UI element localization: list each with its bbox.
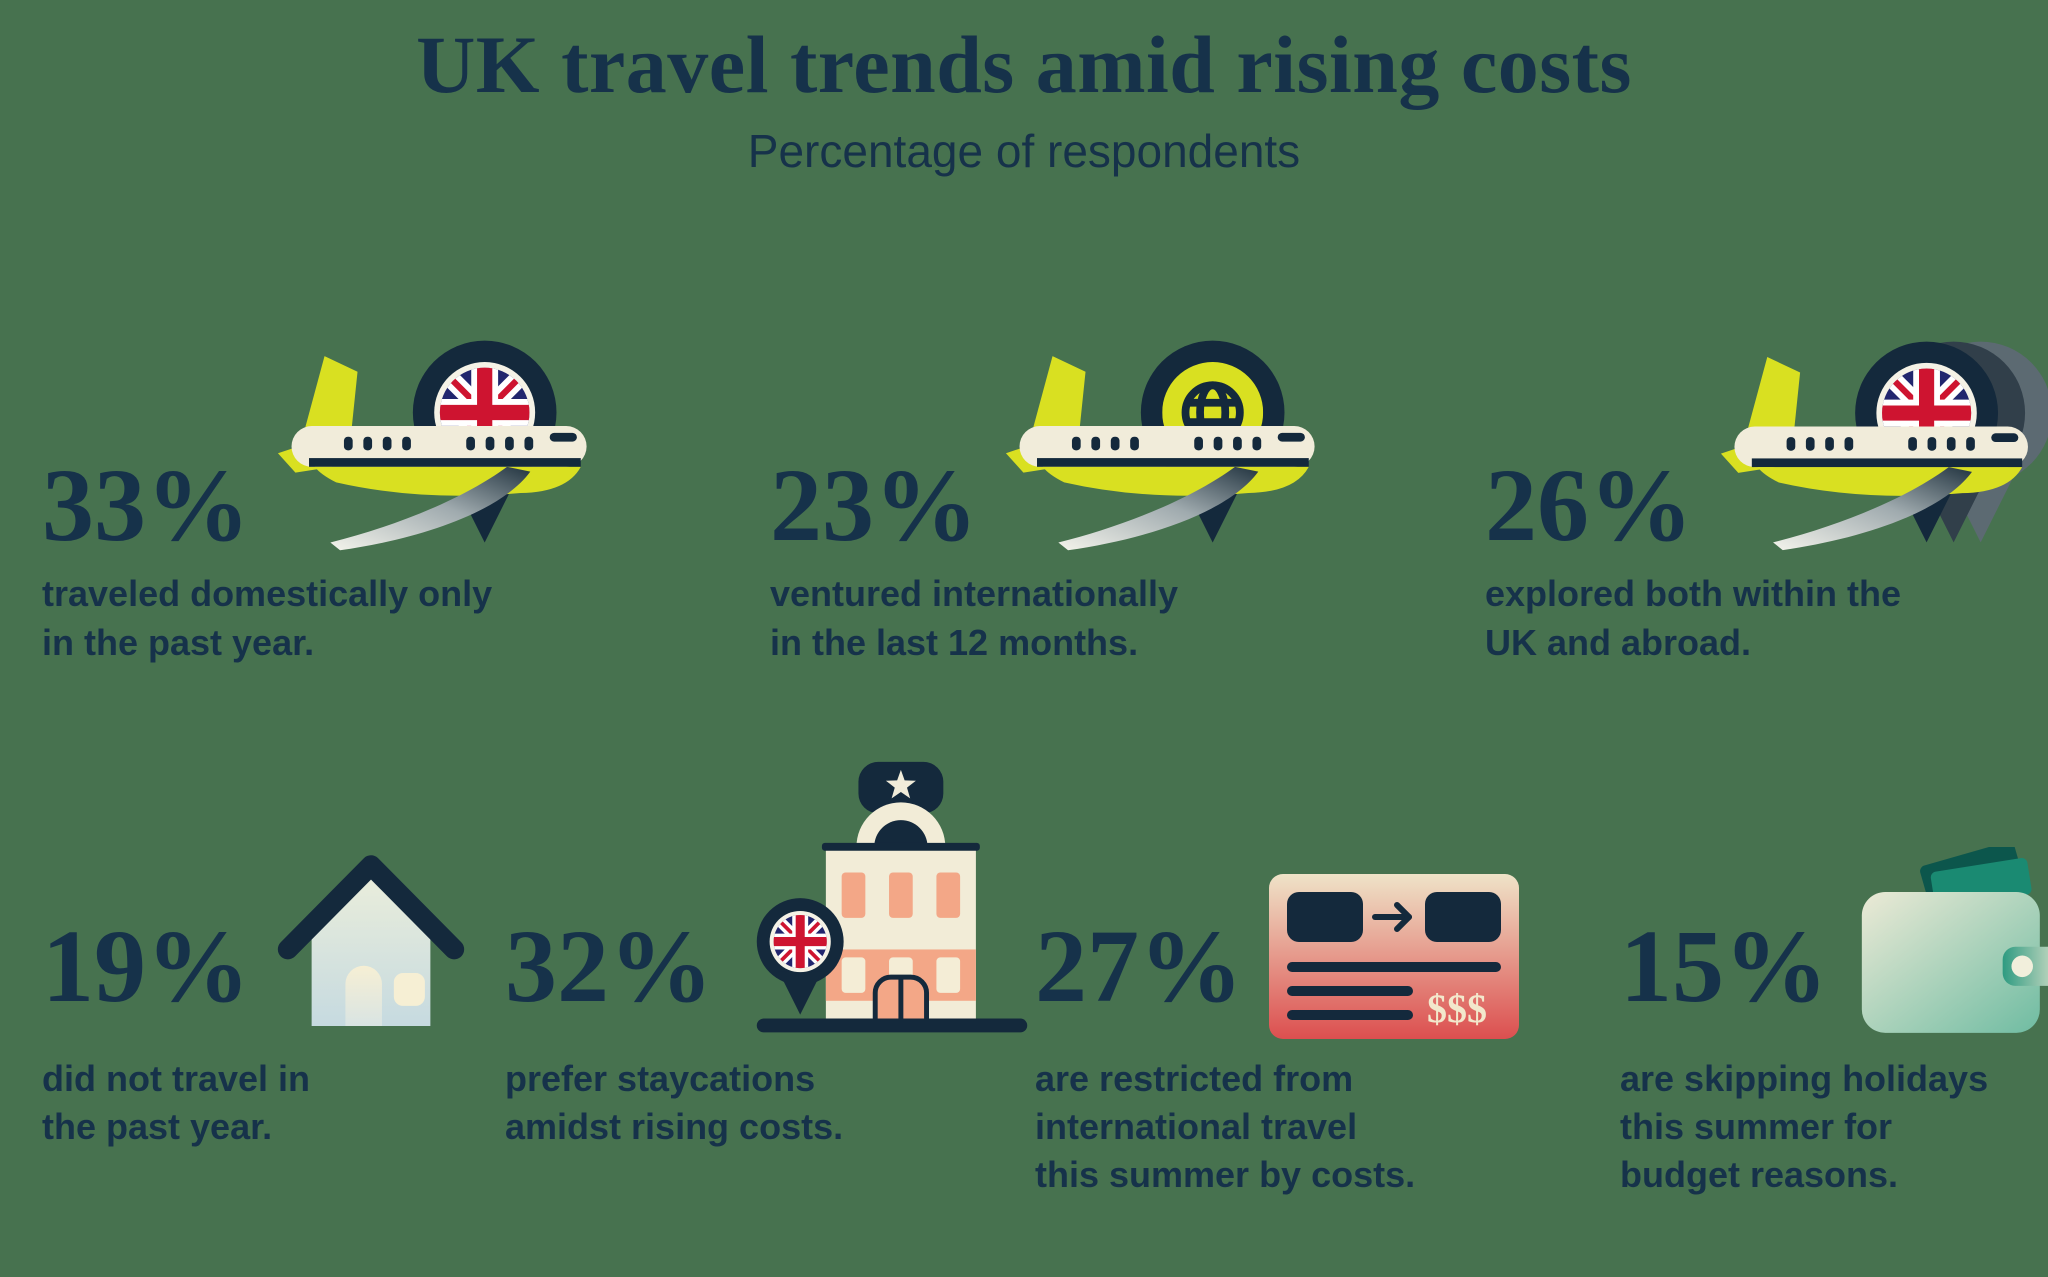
- stats-row-2: 19% did not travel in the past year. 32%: [0, 759, 2048, 1200]
- stats-row-1: 33% traveled domestically only in the pa…: [0, 328, 2048, 666]
- stat-value: 27%: [1035, 908, 1243, 1024]
- stat-value: 26%: [1485, 448, 1693, 564]
- ticket-dollars-label: $$$: [1427, 986, 1487, 1031]
- stat-international: 23% ventured internationally in the last…: [770, 328, 1485, 666]
- stat-caption: did not travel in the past year.: [42, 1057, 311, 1147]
- stat-caption: are skipping holidays this summer for bu…: [1620, 1057, 1989, 1196]
- header: UK travel trends amid rising costs Perce…: [0, 18, 2048, 178]
- plane-globe-pin-icon: [1005, 340, 1315, 551]
- stat-value: 19%: [42, 908, 250, 1024]
- stat-both-uk-abroad: 26% explored both within the UK and abro…: [1485, 328, 2048, 666]
- wallet-icon: [1861, 847, 2048, 1033]
- stat-staycations: 32%: [505, 759, 1035, 1200]
- stat-value: 23%: [770, 448, 978, 564]
- plane-uk-pin-icon: [277, 340, 587, 551]
- stat-caption: are restricted from international travel…: [1035, 1057, 1416, 1196]
- stat-value: 15%: [1620, 908, 1828, 1024]
- hotel-uk-pin-icon: [756, 762, 1028, 1033]
- page-subtitle: Percentage of respondents: [747, 125, 1301, 178]
- stat-caption: prefer staycations amidst rising costs.: [505, 1057, 844, 1147]
- stat-value: 32%: [505, 908, 713, 1024]
- stat-skipping-holidays: 15% are skipping holidays this summer fo…: [1620, 759, 2048, 1200]
- stat-value: 33%: [42, 448, 250, 564]
- stat-caption: explored both within the UK and abroad.: [1485, 573, 1901, 663]
- star-icon: [885, 770, 916, 799]
- plane-uk-pin-stacked-icon: [1720, 341, 2048, 551]
- stat-caption: ventured internationally in the last 12 …: [770, 573, 1179, 663]
- stat-domestic-only: 33% traveled domestically only in the pa…: [42, 328, 770, 666]
- stat-no-travel: 19% did not travel in the past year.: [42, 759, 505, 1200]
- ticket-dollars-icon: $$$: [1269, 873, 1519, 1039]
- arrow-right-icon: [1372, 901, 1412, 932]
- house-icon: [277, 855, 465, 1026]
- stat-caption: traveled domestically only in the past y…: [42, 573, 493, 663]
- page-title: UK travel trends amid rising costs: [416, 19, 1632, 110]
- stat-restricted-by-costs: 27% $$$ are restricted from internationa…: [1035, 759, 1620, 1200]
